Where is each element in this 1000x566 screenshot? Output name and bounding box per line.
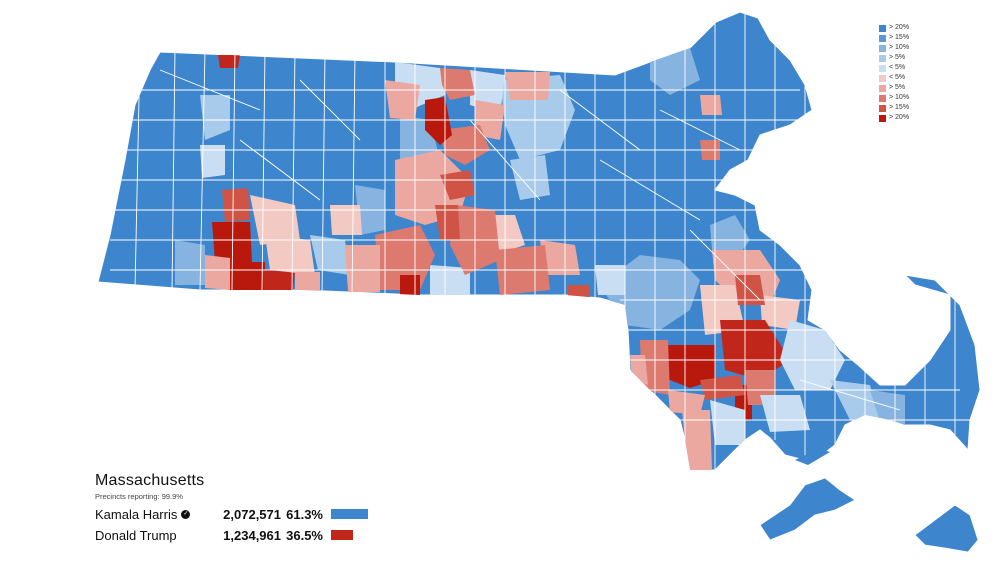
candidate-name: Donald Trump [95,528,203,543]
legend-item: < 5% [879,63,909,73]
map-region-worcester-red [568,285,590,300]
legend-swatch [879,34,886,42]
candidate-votes: 2,072,571 [223,506,281,522]
candidate-name-text: Donald Trump [95,527,177,543]
map-region-metro-light-blue [650,48,700,95]
legend-swatch [879,104,886,112]
candidate-name-text: Kamala Harris [95,506,178,522]
candidate-name: Kamala Harris ✓ [95,507,203,522]
legend-label: > 15% [889,34,910,41]
map-region-southeast-light [668,390,705,415]
legend-label: > 10% [889,44,910,51]
map-region-franklin-red [218,55,240,68]
candidate-row-harris: Kamala Harris ✓ 2,072,571 61.3% [95,506,368,522]
map-region-central-towns [440,170,475,200]
legend-swatch [879,64,886,72]
map-region-hampden-red [262,270,295,300]
map-region-plymouth-light-blue [710,400,745,445]
legend-swatch [879,114,886,122]
map-region-metro-light-blue [595,265,625,295]
legend-item: > 10% [879,93,909,103]
results-summary: Massachusetts Precincts reporting: 99.9%… [95,472,368,543]
map-region-hampden-light [205,255,230,290]
map-region-metro-light-blue [710,215,750,260]
map-region-north-central-towns-2 [440,125,490,165]
legend-item: > 20% [879,113,909,123]
legend-label: > 15% [889,104,910,111]
legend-item: > 15% [879,33,909,43]
legend-swatch [879,54,886,62]
map-region-central-towns [330,205,362,235]
map-region-north-central-towns [505,72,550,100]
legend-item: > 10% [879,43,909,53]
map-region-plymouth-light-blue [760,395,810,432]
map-region-hampden-red [212,222,252,262]
legend-label: > 20% [889,24,910,31]
map-region-north-central-towns [440,68,475,100]
legend-item: > 20% [879,23,909,33]
legend-item: > 5% [879,83,909,93]
map-region-metro-light-blue [510,155,550,200]
legend-swatch [879,74,886,82]
map-region-hampden-red [222,188,250,222]
precincts-reporting: Precincts reporting: 99.9% [95,492,183,501]
legend-swatch [879,94,886,102]
legend-label: < 5% [889,64,906,71]
candidate-percent: 61.3% [286,506,323,522]
map-region-metro-light-blue [200,95,230,140]
legend-swatch [879,24,886,32]
legend-swatch [879,44,886,52]
map-region-hampden-red [228,262,265,290]
map-region-metro-light-blue [310,235,350,275]
legend-label: > 5% [889,54,906,61]
legend-label: > 5% [889,84,906,91]
map-region-southeast-light [700,375,745,400]
map-region-hampden-light [295,272,320,295]
map-region-cape-light-blue [870,390,905,425]
legend-swatch [879,84,886,92]
legend-item: < 5% [879,73,909,83]
map-region-plymouth-light-blue [780,320,845,390]
state-title: Massachusetts [95,472,205,489]
legend-item: > 15% [879,103,909,113]
candidate-votes: 1,234,961 [223,527,281,543]
map-region-southeast-light [630,355,648,385]
candidate-vote-bar [331,530,353,540]
map-region-southeast-light [682,410,712,470]
martha-vineyard-island [759,477,856,541]
map-region-metro-light-blue [175,240,205,285]
map-region-hampden-light [345,245,380,292]
legend-label: > 10% [889,94,910,101]
map-region-southeast-towns [665,345,715,388]
map-region-southeast-light [700,95,722,115]
legend-item: > 5% [879,53,909,63]
map-legend: > 20% > 15% > 10% > 5% < 5% < 5% > 5% > 10% > 15… [879,23,909,123]
winner-check-icon: ✓ [181,509,191,519]
map-region-worcester-red [400,275,420,295]
candidate-row-trump: Donald Trump 1,234,961 36.5% [95,527,368,543]
legend-label: > 20% [889,114,910,121]
legend-label: < 5% [889,74,906,81]
map-region-central-towns [540,240,580,275]
candidate-vote-bar [331,509,368,519]
map-region-metro-light-blue [200,145,225,178]
candidate-percent: 36.5% [286,527,323,543]
map-region-hampden-light [265,235,315,275]
elizabeth-islands [795,448,830,465]
map-region-metro-light-blue [430,265,470,295]
map-region-worcester-red [435,205,460,240]
map-region-worcester-red [375,225,435,290]
map-region-southeast-towns [720,320,790,380]
nantucket-island [914,504,979,553]
